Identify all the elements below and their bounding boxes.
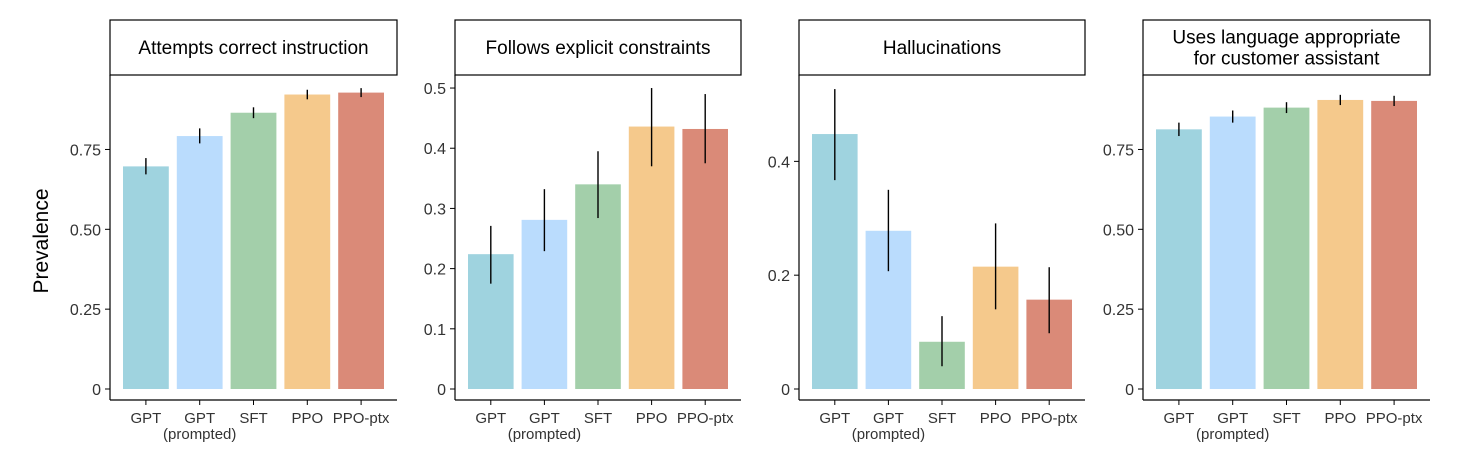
x-tick-label: PPO-ptx: [333, 410, 390, 427]
y-tick-label: 0.2: [424, 262, 446, 279]
x-tick-label: PPO: [1324, 410, 1356, 427]
panel-title-line: Follows explicit constraints: [486, 38, 711, 59]
x-tick-label: PPO: [636, 410, 668, 427]
x-tick-label: PPO-ptx: [1366, 410, 1423, 427]
panel-title-strip: [454, 19, 742, 76]
y-tick-label: 0.3: [424, 201, 446, 218]
panels: Attempts correct instruction00.250.500.7…: [70, 19, 1431, 443]
panel-title-line: Uses language appropriate: [1172, 28, 1400, 49]
panel-title-line: for customer assistant: [1194, 49, 1381, 70]
panel-title-line: Attempts correct instruction: [138, 38, 368, 59]
x-tick-label: GPT: [184, 410, 215, 427]
y-tick-label: 0: [437, 382, 446, 399]
bar-gpt: [123, 166, 169, 389]
y-tick-label: 0.75: [70, 142, 101, 159]
panel-title-strip: [1142, 19, 1431, 76]
x-tick-label: GPT: [475, 410, 506, 427]
x-tick-label: (prompted): [1196, 426, 1269, 443]
bar-ppo-ptx: [1371, 100, 1417, 390]
x-tick-label: PPO-ptx: [1021, 410, 1078, 427]
x-tick-label: PPO: [980, 410, 1012, 427]
panel-title-line: Hallucinations: [883, 38, 1001, 59]
x-tick-label: GPT: [873, 410, 904, 427]
y-tick-label: 0.50: [1103, 222, 1134, 239]
y-tick-label: 0: [92, 382, 101, 399]
bar-sft: [1263, 107, 1310, 389]
panel-1: Attempts correct instruction 0 0.25 0.50 0.7…: [70, 19, 398, 443]
x-tick-label: (prompted): [852, 426, 925, 443]
bar-sft: [230, 112, 277, 390]
x-tick-label: PPO: [291, 410, 323, 427]
panel-title-strip: [109, 19, 398, 76]
y-tick-label: 0.2: [768, 268, 790, 285]
x-tick-label: PPO-ptx: [677, 410, 734, 427]
y-tick-label: 0: [1125, 382, 1134, 399]
bar-ppo-ptx: [338, 92, 384, 390]
x-tick-label: (prompted): [163, 426, 236, 443]
y-tick-label: 0.5: [424, 81, 446, 98]
x-tick-label: SFT: [928, 410, 956, 427]
x-tick-label: GPT: [1163, 410, 1194, 427]
panel-title-strip: [798, 19, 1086, 76]
bar-gpt-prompted-: [1209, 116, 1256, 389]
y-tick-label: 0.4: [424, 141, 446, 158]
y-tick-label: 0: [781, 382, 790, 399]
x-tick-label: GPT: [1217, 410, 1248, 427]
panel-3: Hallucinations 0 0.2 0.4 GPT GPT(prompted)SFT…: [768, 19, 1086, 443]
bar-sft: [575, 184, 621, 389]
x-tick-label: (prompted): [508, 426, 581, 443]
bar-gpt: [1156, 129, 1202, 389]
bar-ppo-ptx: [682, 128, 728, 389]
bar-ppo: [284, 94, 331, 390]
bar-ppo: [628, 126, 675, 390]
panel-2: Follows explicit constraints 0 0.1 0.2 0.3 0.…: [424, 19, 742, 443]
y-tick-label: 0.25: [1103, 302, 1134, 319]
x-tick-label: GPT: [819, 410, 850, 427]
bar-gpt-prompted-: [176, 136, 223, 389]
x-tick-label: SFT: [1272, 410, 1300, 427]
x-tick-label: SFT: [584, 410, 612, 427]
y-axis-label: Prevalence: [30, 188, 53, 293]
y-tick-label: 0.4: [768, 154, 790, 171]
bar-ppo: [1317, 99, 1364, 390]
y-tick-label: 0.25: [70, 302, 101, 319]
x-tick-label: GPT: [529, 410, 560, 427]
y-tick-label: 0.75: [1103, 142, 1134, 159]
x-tick-label: GPT: [130, 410, 161, 427]
x-tick-label: SFT: [239, 410, 267, 427]
y-tick-label: 0.1: [424, 322, 446, 339]
y-tick-label: 0.50: [70, 222, 101, 239]
